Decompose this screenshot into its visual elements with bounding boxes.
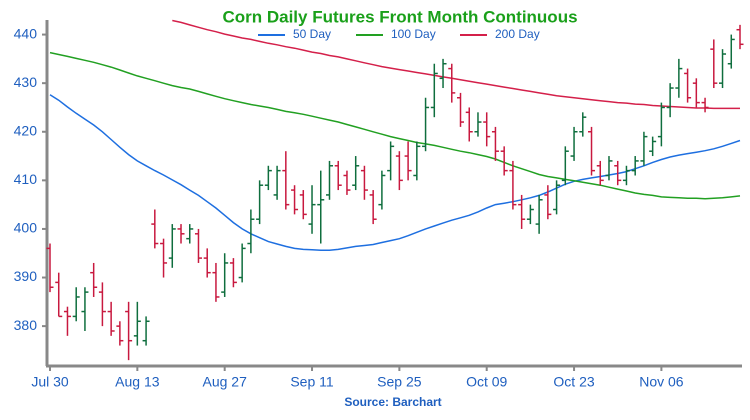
- y-tick-label: 440: [14, 25, 38, 41]
- x-tick-label: Oct 09: [466, 374, 507, 390]
- y-tick-label: 400: [14, 220, 38, 236]
- x-tick-label: Nov 06: [639, 374, 684, 390]
- y-tick-label: 410: [14, 171, 38, 187]
- legend-label: 50 Day: [293, 27, 331, 41]
- ma-line: [49, 51, 741, 200]
- y-tick-label: 420: [14, 122, 38, 138]
- legend-label: 100 Day: [391, 27, 436, 41]
- ma-line: [49, 94, 741, 252]
- y-tick-label: 430: [14, 74, 38, 90]
- x-tick-label: Jul 30: [31, 374, 69, 390]
- x-tick-label: Sep 11: [290, 374, 334, 390]
- x-tick-label: Aug 13: [115, 374, 160, 390]
- x-tick-label: Sep 25: [377, 374, 422, 390]
- legend-label: 200 Day: [495, 27, 540, 41]
- chart-title: Corn Daily Futures Front Month Continuou…: [222, 7, 577, 26]
- x-tick-label: Aug 27: [202, 374, 247, 390]
- source-note: Source: Barchart: [344, 395, 441, 409]
- x-tick-label: Oct 23: [553, 374, 594, 390]
- y-tick-label: 380: [14, 317, 38, 333]
- y-tick-label: 390: [14, 268, 38, 284]
- ma-line: [172, 19, 740, 110]
